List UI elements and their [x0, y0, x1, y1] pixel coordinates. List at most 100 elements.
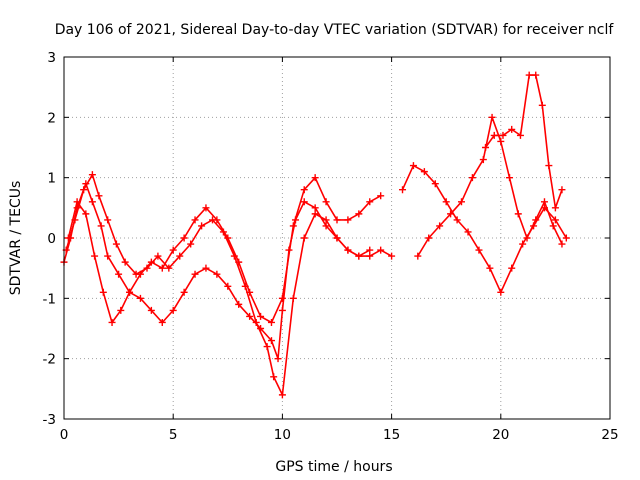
data-point	[169, 306, 177, 314]
data-point	[497, 288, 505, 296]
data-point	[169, 246, 177, 254]
x-tick-label: 15	[383, 427, 400, 443]
data-point	[213, 270, 221, 278]
series-arc-6	[482, 71, 566, 212]
data-point	[475, 246, 483, 254]
data-point	[246, 288, 254, 296]
data-point	[187, 240, 195, 248]
data-point	[333, 234, 341, 242]
data-point	[270, 373, 278, 381]
data-point	[311, 204, 319, 212]
data-point	[447, 210, 455, 218]
data-point	[73, 198, 81, 206]
x-tick-label: 5	[169, 427, 178, 443]
data-point	[523, 234, 531, 242]
data-point	[457, 198, 465, 206]
data-point	[213, 216, 221, 224]
data-point	[202, 264, 210, 272]
series-arc-2	[62, 171, 374, 399]
y-tick-label: 1	[47, 171, 56, 187]
data-point	[257, 312, 265, 320]
data-point	[322, 198, 330, 206]
data-point	[442, 198, 450, 206]
data-point	[97, 222, 105, 230]
data-point	[158, 264, 166, 272]
data-point	[344, 216, 352, 224]
data-point	[508, 264, 516, 272]
data-point	[311, 210, 319, 218]
data-point	[180, 234, 188, 242]
chart-title: Day 106 of 2021, Sidereal Day-to-day VTE…	[55, 22, 615, 38]
series-line	[67, 176, 382, 324]
data-point	[224, 234, 232, 242]
data-point	[263, 343, 271, 351]
data-point	[108, 318, 116, 326]
series-arc-3	[64, 174, 385, 326]
data-point	[519, 240, 527, 248]
data-point	[235, 300, 243, 308]
data-point	[235, 258, 243, 266]
data-point	[91, 252, 99, 260]
data-point	[267, 318, 275, 326]
series-layer	[60, 71, 570, 399]
data-point	[409, 162, 417, 170]
series-line	[401, 164, 567, 294]
data-point	[486, 264, 494, 272]
data-point	[497, 137, 505, 145]
data-point	[147, 258, 155, 266]
series-arc-1	[60, 180, 396, 363]
data-point	[136, 270, 144, 278]
x-axis-label: GPS time / hours	[275, 459, 392, 475]
data-point	[525, 71, 533, 79]
data-point	[147, 306, 155, 314]
data-point	[158, 318, 166, 326]
data-point	[117, 306, 125, 314]
data-point	[488, 113, 496, 121]
data-point	[278, 306, 286, 314]
data-point	[224, 282, 232, 290]
data-point	[516, 131, 524, 139]
data-point	[414, 252, 422, 260]
data-point	[532, 216, 540, 224]
data-point	[80, 186, 88, 194]
data-point	[289, 294, 297, 302]
y-tick-labels: -3 -2 -1 0 1 2 3	[43, 50, 56, 428]
data-point	[278, 391, 286, 399]
data-point	[176, 252, 184, 260]
data-point	[377, 246, 385, 254]
plot-frame	[63, 56, 611, 420]
y-tick-label: 3	[47, 50, 56, 66]
data-point	[431, 180, 439, 188]
data-point	[551, 216, 559, 224]
y-tick-label: -2	[43, 352, 56, 368]
data-point	[540, 198, 548, 206]
data-point	[506, 174, 514, 182]
data-point	[191, 270, 199, 278]
x-tick-labels: 0 5 10 15 20 25	[60, 427, 619, 443]
data-point	[88, 171, 96, 179]
data-point	[420, 168, 428, 176]
data-point	[126, 288, 134, 296]
data-point	[322, 216, 330, 224]
data-point	[545, 162, 553, 170]
data-point	[499, 131, 507, 139]
data-point	[490, 131, 498, 139]
y-tick-label: 0	[47, 231, 56, 247]
data-point	[246, 312, 254, 320]
data-point	[191, 216, 199, 224]
data-point	[355, 210, 363, 218]
data-point	[88, 198, 96, 206]
data-point	[274, 355, 282, 363]
y-axis-label: SDTVAR / TECUs	[8, 181, 24, 296]
data-point	[377, 192, 385, 200]
series-line	[484, 74, 563, 209]
data-point	[479, 156, 487, 164]
series-arc-5	[414, 113, 566, 260]
x-tick-label: 0	[60, 427, 69, 443]
x-tick-label: 10	[274, 427, 291, 443]
data-point	[64, 234, 72, 242]
data-point	[558, 186, 566, 194]
data-point	[121, 258, 129, 266]
x-tick-label: 25	[601, 427, 618, 443]
